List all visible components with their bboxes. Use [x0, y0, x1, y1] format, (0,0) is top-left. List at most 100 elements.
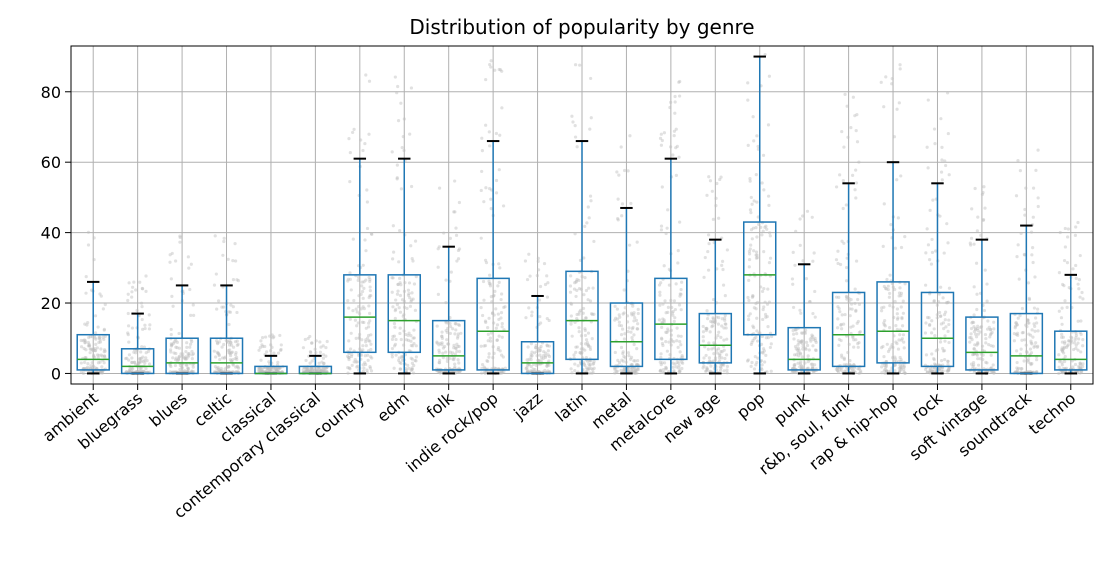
data-point	[192, 313, 196, 317]
data-point	[592, 239, 596, 244]
data-point	[1074, 331, 1078, 335]
data-point	[188, 345, 192, 349]
data-point	[454, 226, 458, 230]
data-point	[897, 338, 901, 342]
data-point	[858, 330, 862, 334]
data-point	[622, 168, 627, 173]
data-point	[629, 330, 633, 334]
data-point	[717, 216, 721, 220]
data-point	[260, 370, 264, 374]
data-point	[546, 349, 551, 353]
data-point	[754, 307, 758, 311]
data-point	[395, 91, 399, 95]
data-point	[579, 352, 583, 356]
data-point	[839, 323, 843, 327]
data-point	[793, 344, 798, 349]
data-point	[438, 369, 442, 374]
data-point	[634, 318, 639, 322]
data-point	[144, 289, 148, 293]
data-point	[852, 345, 856, 349]
data-point	[174, 339, 178, 343]
data-point	[1012, 339, 1017, 343]
data-point	[534, 346, 538, 350]
data-point	[746, 143, 750, 147]
data-point	[529, 364, 533, 369]
data-point	[659, 336, 664, 340]
data-point	[480, 149, 485, 153]
data-point	[842, 357, 846, 361]
data-point	[484, 123, 488, 127]
data-point	[659, 352, 663, 356]
data-point	[362, 286, 366, 290]
data-point	[592, 366, 596, 370]
data-point	[308, 369, 312, 373]
data-point	[1028, 333, 1033, 337]
data-point	[1016, 243, 1020, 247]
data-point	[278, 333, 282, 338]
data-point	[933, 366, 937, 371]
data-point	[142, 345, 146, 349]
data-point	[487, 316, 491, 320]
data-point	[715, 181, 719, 186]
data-point	[586, 298, 590, 302]
data-point	[394, 298, 398, 302]
data-point	[487, 130, 491, 134]
data-point	[946, 329, 950, 333]
data-point	[985, 299, 989, 303]
data-point	[361, 369, 366, 373]
data-point	[442, 231, 446, 235]
data-point	[759, 359, 764, 363]
data-point	[836, 317, 840, 321]
data-point	[169, 344, 173, 348]
data-point	[455, 349, 459, 354]
data-point	[128, 370, 132, 374]
data-point	[84, 356, 88, 360]
data-point	[628, 357, 633, 361]
data-point	[546, 281, 550, 285]
data-point	[810, 335, 814, 340]
data-point	[670, 339, 674, 343]
data-point	[665, 226, 669, 230]
data-point	[939, 285, 943, 289]
data-point	[880, 365, 884, 369]
data-point	[393, 309, 397, 313]
data-point	[305, 370, 309, 374]
data-point	[901, 311, 905, 315]
data-point	[768, 345, 772, 350]
data-point	[547, 344, 551, 348]
data-point	[702, 356, 706, 360]
data-point	[398, 326, 402, 330]
data-point	[364, 340, 368, 344]
data-point	[814, 348, 818, 352]
data-point	[480, 366, 484, 370]
data-point	[437, 245, 441, 249]
data-point	[362, 320, 366, 325]
data-point	[144, 356, 148, 360]
data-point	[103, 354, 107, 358]
data-point	[185, 363, 189, 367]
data-point	[234, 365, 238, 369]
data-point	[801, 214, 805, 218]
data-point	[680, 366, 684, 371]
data-point	[457, 361, 461, 365]
data-point	[764, 315, 768, 319]
data-point	[927, 258, 932, 262]
data-point	[932, 362, 937, 366]
data-point	[391, 276, 395, 280]
data-point	[800, 331, 804, 335]
data-point	[800, 355, 804, 359]
data-point	[979, 352, 983, 356]
data-point	[102, 350, 106, 354]
data-point	[357, 294, 361, 298]
data-point	[1078, 371, 1082, 375]
data-point	[1031, 215, 1035, 219]
data-point	[988, 335, 992, 339]
data-point	[190, 356, 194, 361]
data-point	[902, 364, 906, 368]
data-point	[146, 349, 150, 354]
data-point	[936, 348, 940, 352]
iqr-box	[831, 291, 866, 368]
data-point	[136, 361, 140, 366]
data-point	[307, 368, 311, 372]
data-point	[438, 370, 442, 374]
